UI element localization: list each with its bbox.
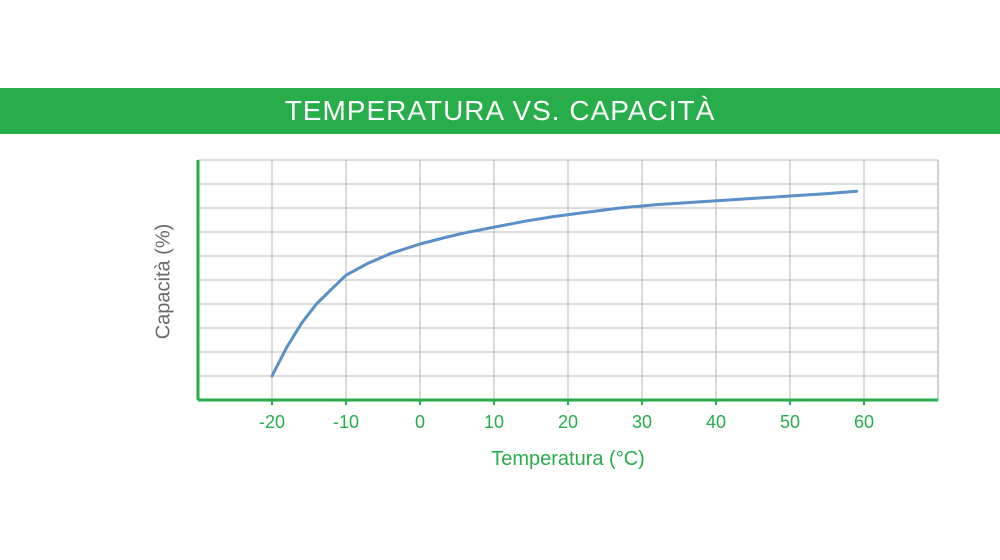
x-axis-label: Temperatura (°C) xyxy=(468,448,668,471)
x-tick-label: 50 xyxy=(770,412,810,433)
x-tick-label: 30 xyxy=(622,412,662,433)
x-tick-label: -10 xyxy=(326,412,366,433)
chart-title-text: TEMPERATURA VS. CAPACITÀ xyxy=(285,95,716,126)
x-tick-label: -20 xyxy=(252,412,292,433)
y-axis-label: Capacità (%) xyxy=(152,224,175,340)
x-tick-label: 0 xyxy=(400,412,440,433)
chart-title-bar: TEMPERATURA VS. CAPACITÀ xyxy=(0,88,1000,134)
x-tick-label: 60 xyxy=(844,412,884,433)
x-tick-label: 40 xyxy=(696,412,736,433)
x-tick-label: 10 xyxy=(474,412,514,433)
x-tick-label: 20 xyxy=(548,412,588,433)
chart-plot-area xyxy=(193,155,943,405)
